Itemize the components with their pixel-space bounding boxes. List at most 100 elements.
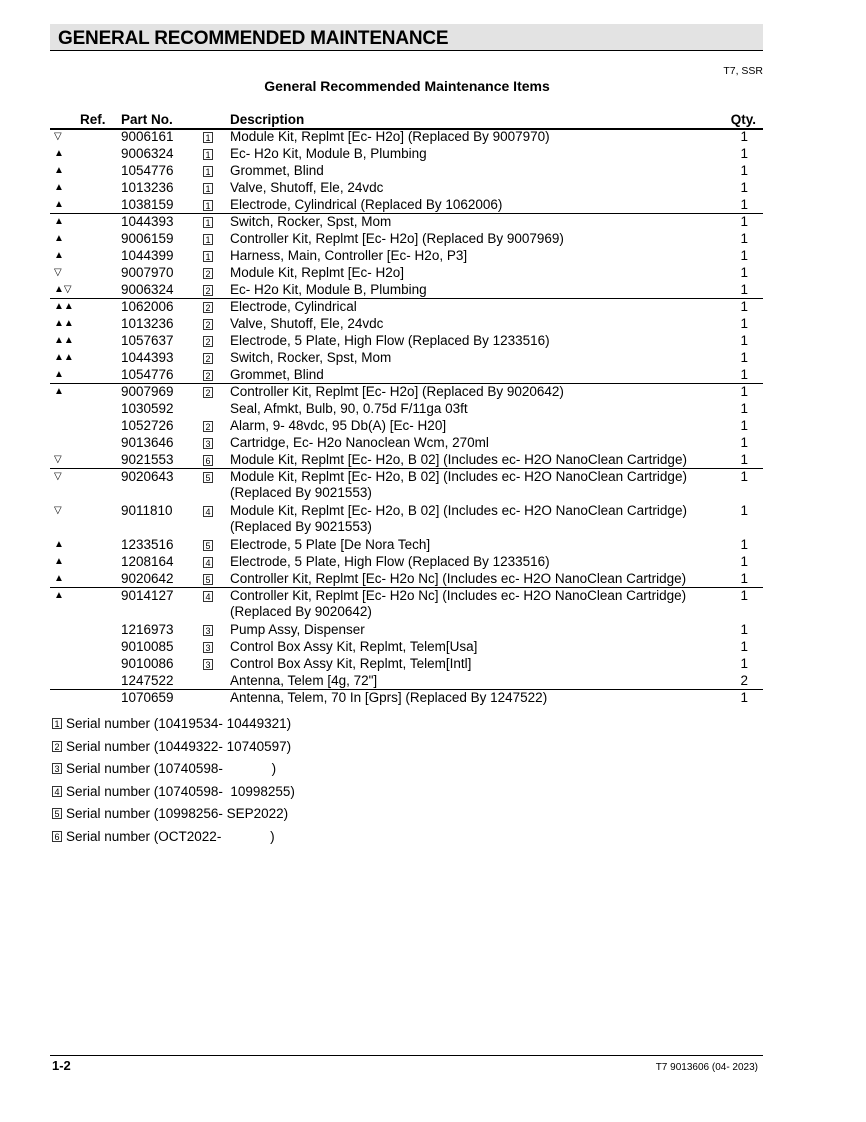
serial-range-box: 2 <box>203 387 213 398</box>
description-line: Antenna, Telem [4g, 72"] <box>230 673 378 688</box>
part-number: 1062006 <box>121 299 174 314</box>
footnote-number-box: 1 <box>52 718 62 729</box>
quantity: 1 <box>740 384 748 399</box>
table-row: ▲▲ 1013236 2 Valve, Shutoff, Ele, 24vdc 1 <box>50 316 763 333</box>
part-number: 9010085 <box>121 639 174 654</box>
serial-range-box: 1 <box>203 251 213 262</box>
ref-symbol: ▲ <box>54 250 64 261</box>
description-line: Controller Kit, Replmt [Ec- H2o] (Replac… <box>230 231 564 246</box>
quantity: 1 <box>740 690 748 705</box>
part-number: 1208164 <box>121 554 174 569</box>
description-line-2: (Replaced By 9021553) <box>230 519 372 534</box>
table-row: 9013646 3 Cartridge, Ec- H2o Nanoclean Wcm… <box>50 435 763 452</box>
part-number: 1044399 <box>121 248 174 263</box>
part-number: 1013236 <box>121 316 174 331</box>
part-description: Controller Kit, Replmt [Ec- H2o Nc] (Inc… <box>230 588 686 620</box>
part-number: 1044393 <box>121 350 174 365</box>
description-line: Electrode, Cylindrical (Replaced By 1062… <box>230 197 503 212</box>
ref-symbol: ▲ <box>54 199 64 210</box>
part-description: Alarm, 9- 48vdc, 95 Db(A) [Ec- H20] <box>230 418 446 434</box>
serial-range-box: 1 <box>203 200 213 211</box>
description-line: Ec- H2o Kit, Module B, Plumbing <box>230 146 427 161</box>
quantity: 1 <box>740 435 748 450</box>
quantity: 1 <box>740 639 748 654</box>
footnote: 2 Serial number (10449322- 10740597) <box>52 739 295 762</box>
description-line: Antenna, Telem, 70 In [Gprs] (Replaced B… <box>230 690 548 705</box>
table-row: ▲ 1044393 1 Switch, Rocker, Spst, Mom 1 <box>50 214 763 231</box>
description-line: Electrode, 5 Plate, High Flow (Replaced … <box>230 333 550 348</box>
footnote-text: Serial number (10740598- ) <box>66 761 277 777</box>
table-row: ▽ 9006161 1 Module Kit, Replmt [Ec- H2o] (… <box>50 129 763 146</box>
part-description: Valve, Shutoff, Ele, 24vdc <box>230 180 383 196</box>
quantity: 1 <box>740 146 748 161</box>
part-description: Module Kit, Replmt [Ec- H2o, B 02] (Incl… <box>230 469 687 501</box>
ref-symbol: ▲▲ <box>54 318 74 329</box>
section-header-bar: GENERAL RECOMMENDED MAINTENANCE <box>50 24 763 51</box>
description-line: Valve, Shutoff, Ele, 24vdc <box>230 316 384 331</box>
part-description: Harness, Main, Controller [Ec- H2o, P3] <box>230 248 467 264</box>
part-description: Module Kit, Replmt [Ec- H2o] <box>230 265 404 281</box>
col-ref: Ref. <box>80 112 106 127</box>
part-description: Module Kit, Replmt [Ec- H2o, B 02] (Incl… <box>230 452 687 468</box>
quantity: 1 <box>740 163 748 178</box>
part-number: 1030592 <box>121 401 174 416</box>
table-row: ▽ 9021553 6 Module Kit, Replmt [Ec- H2o, B… <box>50 452 763 469</box>
part-description: Controller Kit, Replmt [Ec- H2o] (Replac… <box>230 384 564 400</box>
description-line-2: (Replaced By 9021553) <box>230 485 372 500</box>
quantity: 1 <box>740 214 748 229</box>
ref-symbol: ▲▲ <box>54 335 74 346</box>
ref-symbol: ▽ <box>54 505 62 516</box>
description-line: Ec- H2o Kit, Module B, Plumbing <box>230 282 427 297</box>
footnote: 5 Serial number (10998256- SEP2022) <box>52 806 295 829</box>
parts-table-body: ▽ 9006161 1 Module Kit, Replmt [Ec- H2o] (… <box>50 129 763 707</box>
description-line: Pump Assy, Dispenser <box>230 622 365 637</box>
footnote-number-box: 5 <box>52 808 62 820</box>
part-number: 9020642 <box>121 571 174 586</box>
description-line: Electrode, 5 Plate, High Flow (Replaced … <box>230 554 550 569</box>
description-line: Grommet, Blind <box>230 163 324 178</box>
serial-range-box: 5 <box>203 472 213 483</box>
description-line: Module Kit, Replmt [Ec- H2o] (Replaced B… <box>230 129 550 144</box>
part-number: 9006159 <box>121 231 174 246</box>
ref-symbol: ▲ <box>54 556 64 567</box>
page-number: 1-2 <box>52 1058 71 1073</box>
ref-symbol: ▲▽ <box>54 284 72 295</box>
table-row: 9010085 3 Control Box Assy Kit, Replmt, Te… <box>50 639 763 656</box>
quantity: 1 <box>740 588 748 603</box>
description-line: Electrode, Cylindrical <box>230 299 357 314</box>
ref-symbol: ▲ <box>54 216 64 227</box>
ref-symbol: ▽ <box>54 454 62 465</box>
part-number: 1247522 <box>121 673 174 688</box>
footnote-number-box: 6 <box>52 830 62 842</box>
table-row: ▲▲ 1057637 2 Electrode, 5 Plate, High Flow… <box>50 333 763 350</box>
part-number: 1054776 <box>121 367 174 382</box>
part-number: 9010086 <box>121 656 174 671</box>
table-row: ▲ 9006159 1 Controller Kit, Replmt [Ec- H2… <box>50 231 763 248</box>
ref-symbol: ▽ <box>54 267 62 278</box>
description-line: Seal, Afmkt, Bulb, 90, 0.75d F/11ga 03ft <box>230 401 468 416</box>
quantity: 1 <box>740 265 748 280</box>
quantity: 1 <box>740 537 748 552</box>
description-line: Module Kit, Replmt [Ec- H2o, B 02] (Incl… <box>230 452 687 467</box>
serial-range-box: 3 <box>203 659 213 670</box>
ref-symbol: ▲ <box>54 182 64 193</box>
part-number: 9014127 <box>121 588 174 603</box>
description-line: Switch, Rocker, Spst, Mom <box>230 350 392 365</box>
quantity: 1 <box>740 418 748 433</box>
serial-range-box: 5 <box>203 574 213 585</box>
part-number: 1044393 <box>121 214 174 229</box>
quantity: 1 <box>740 316 748 331</box>
table-row: ▽ 9007970 2 Module Kit, Replmt [Ec- H2o] 1 <box>50 265 763 282</box>
description-line: Control Box Assy Kit, Replmt, Telem[Usa] <box>230 639 478 654</box>
serial-range-box: 1 <box>203 234 213 245</box>
table-row: ▲ 1208164 4 Electrode, 5 Plate, High Flow … <box>50 554 763 571</box>
serial-range-box: 1 <box>203 149 213 160</box>
description-line: Controller Kit, Replmt [Ec- H2o Nc] (Inc… <box>230 571 687 586</box>
quantity: 1 <box>740 401 748 416</box>
table-header: Ref. Part No. Description Qty. <box>50 112 763 130</box>
quantity: 1 <box>740 282 748 297</box>
quantity: 1 <box>740 554 748 569</box>
part-description: Controller Kit, Replmt [Ec- H2o] (Replac… <box>230 231 564 247</box>
part-number: 1233516 <box>121 537 174 552</box>
table-row: ▲ 1233516 5 Electrode, 5 Plate [De Nora Te… <box>50 537 763 554</box>
